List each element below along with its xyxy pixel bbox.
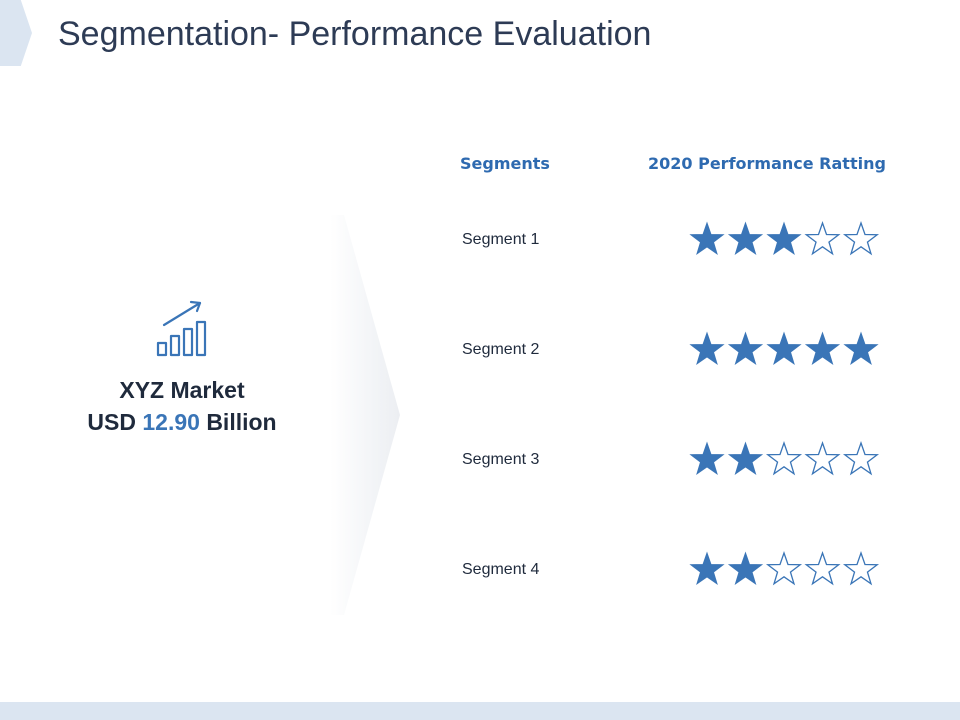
segment-label: Segment 3: [462, 451, 540, 468]
star-rating-3: [689, 441, 880, 476]
segment-label: Segment 4: [462, 561, 540, 578]
star-filled-icon: [843, 331, 879, 365]
segment-row-4: Segment 4: [0, 545, 960, 595]
market-name: XYZ Market: [119, 377, 245, 403]
star-filled-icon: [727, 551, 764, 585]
star-filled-icon: [727, 221, 764, 255]
star-filled-icon: [766, 221, 802, 255]
star-empty-icon: [804, 221, 841, 256]
star-empty-icon: [804, 551, 841, 586]
star-empty-icon: [842, 551, 880, 586]
star-filled-icon: [804, 331, 841, 365]
segment-row-3: Segment 3: [0, 435, 960, 485]
star-rating-2: [689, 331, 879, 365]
market-value-suffix: Billion: [206, 409, 277, 435]
market-value-line: USD 12.90 Billion: [40, 406, 324, 438]
star-empty-icon: [842, 441, 880, 476]
segment-label: Segment 1: [462, 231, 540, 248]
slide-title: Segmentation- Performance Evaluation: [58, 15, 652, 53]
growth-bar-chart-icon: [156, 300, 207, 357]
bottom-bar: [0, 702, 960, 720]
star-filled-icon: [766, 331, 802, 365]
title-accent-shape: [0, 0, 32, 66]
star-rating-1: [689, 221, 880, 256]
market-value: 12.90: [142, 409, 200, 435]
star-empty-icon: [842, 221, 880, 256]
star-empty-icon: [804, 441, 841, 476]
star-empty-icon: [765, 441, 803, 476]
star-filled-icon: [727, 441, 764, 475]
segment-row-2: Segment 2: [0, 325, 960, 375]
market-summary: XYZ Market USD 12.90 Billion: [40, 374, 324, 438]
star-filled-icon: [689, 551, 725, 585]
star-empty-icon: [765, 551, 803, 586]
star-rating-4: [689, 551, 880, 586]
rating-header: 2020 Performance Ratting: [648, 154, 886, 173]
market-value-prefix: USD: [87, 409, 136, 435]
star-filled-icon: [689, 221, 725, 255]
star-filled-icon: [689, 441, 725, 475]
star-filled-icon: [727, 331, 764, 365]
segment-label: Segment 2: [462, 341, 540, 358]
star-filled-icon: [689, 331, 725, 365]
segment-row-1: Segment 1: [0, 215, 960, 265]
segments-header: Segments: [460, 154, 550, 173]
